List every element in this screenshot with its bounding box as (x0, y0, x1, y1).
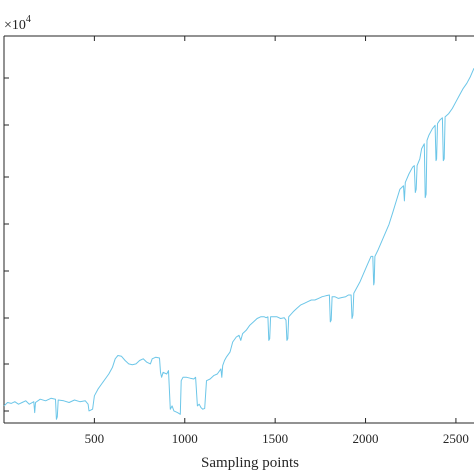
y-ticks (4, 77, 9, 412)
x-tick-label: 1000 (172, 431, 198, 446)
x-tick-label: 1500 (262, 431, 288, 446)
x-tick-label: 2500 (443, 431, 469, 446)
axes (3, 35, 474, 424)
series-line (3, 68, 474, 420)
x-ticks: 500 1000 1500 2000 2500 (85, 36, 469, 446)
y-multiplier-label: ×104 (4, 14, 31, 33)
x-axis-label: Sampling points (201, 455, 299, 471)
x-tick-label: 2000 (353, 431, 379, 446)
x-tick-label: 500 (85, 431, 105, 446)
